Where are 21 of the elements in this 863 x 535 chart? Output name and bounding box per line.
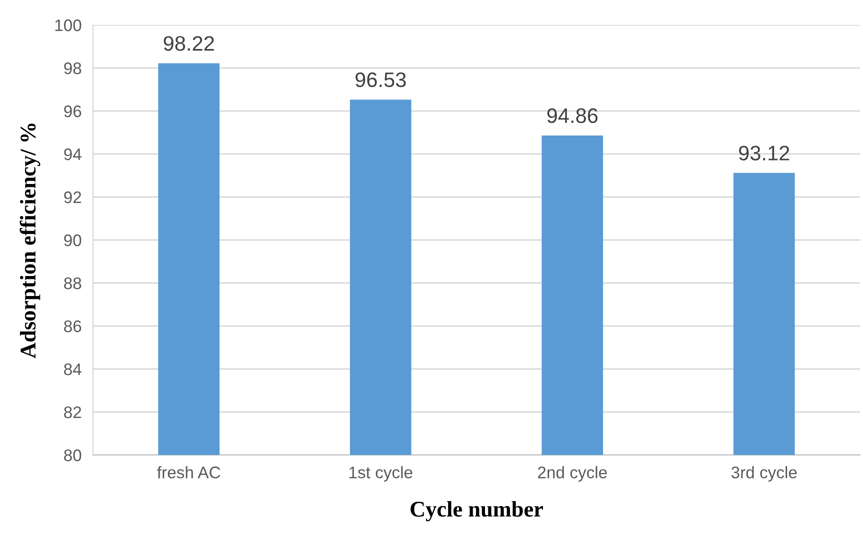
data-label: 98.22 <box>164 36 214 51</box>
x-tick-label: 1st cycle <box>349 466 412 482</box>
y-tick-label: 96 <box>64 105 82 118</box>
y-tick-label: 92 <box>64 191 82 204</box>
y-tick-label: 90 <box>64 234 82 246</box>
data-label: 96.53 <box>356 72 406 88</box>
y-axis-title: Adsorption efficiency/ % <box>20 124 40 358</box>
x-tick-label: fresh AC <box>157 466 220 478</box>
data-label: 93.12 <box>739 146 790 160</box>
x-axis-title: Cycle number <box>410 501 543 522</box>
y-tick-label: 84 <box>64 363 82 376</box>
y-tick-label: 98 <box>64 62 82 74</box>
y-tick-label: 94 <box>64 148 82 160</box>
y-tick-label: 100 <box>55 19 82 32</box>
y-tick-label: 80 <box>64 449 82 462</box>
x-tick-label: 3rd cycle <box>731 466 797 482</box>
y-tick-label: 88 <box>64 277 82 290</box>
data-label: 94.86 <box>547 108 598 124</box>
x-tick-label: 2nd cycle <box>538 466 607 482</box>
y-tick-label: 82 <box>64 406 82 418</box>
y-tick-label: 86 <box>64 320 82 332</box>
